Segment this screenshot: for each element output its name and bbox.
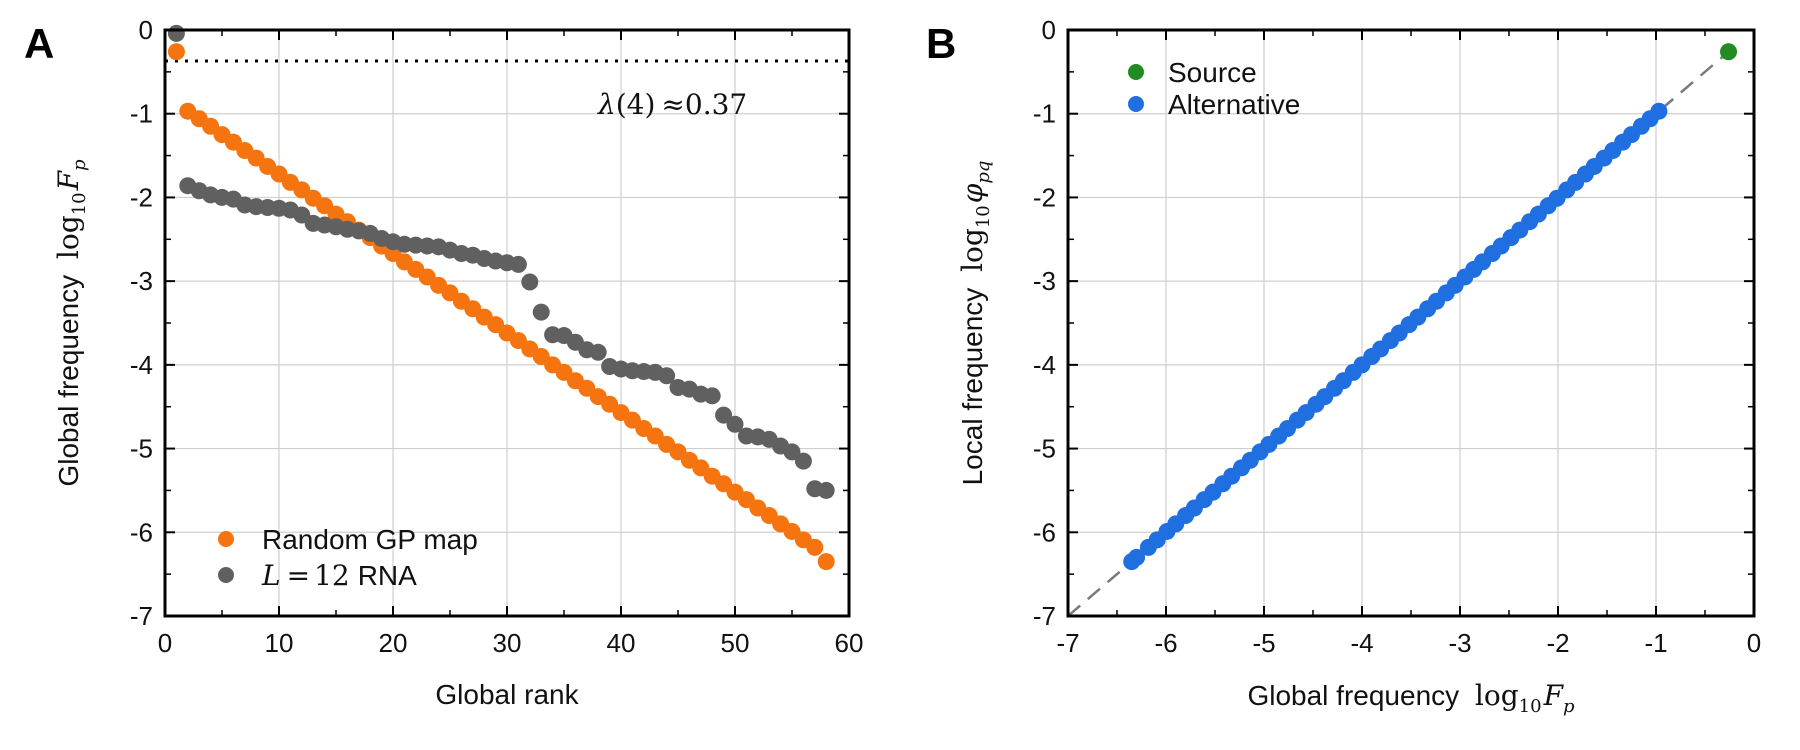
panel-a-point-l-12-rna [589,343,607,361]
panel-a-point-l-12-rna [532,303,550,321]
legend-marker-random-gp [218,531,234,547]
panel-a-y-axis-log-base: 10 [69,192,90,215]
legend-label-source: Source [1168,57,1257,88]
panel-a-legend: Random GP map L = 12 RNA [218,524,478,592]
panel-a-point-l-12-rna [703,387,721,405]
panel-b-y-tick-label: -1 [1033,99,1056,129]
panel-b-ticks: 0 -1 -2 -3 -4 -5 -6 -7-7 -6 -5 -4 -3 -2 -1 0 [1033,15,1761,658]
panel-a-point-l-12-rna [521,273,539,291]
panel-b-point-alternative [1139,538,1157,556]
panel-a-y-tick-label: -6 [130,517,153,547]
panel-a-point-l-12-rna [715,406,733,424]
svg-text:Global frequency log10: Global frequency log10Fp [52,159,90,487]
panel-a-y-tick-label: 0 [139,15,153,45]
panel-a-x-tick-label: 20 [379,628,408,658]
panel-a-point-l-12-rna [167,24,185,42]
panel-b-x-tick-label: 0 [1747,628,1761,658]
panel-a-x-tick-label: 40 [607,628,636,658]
legend-label-rna: L = 12 RNA [261,559,417,592]
panel-a-points [167,24,835,571]
panel-b-x-axis-log-base: 10 [1519,696,1542,717]
panel-a-x-axis-title: Global rank [435,679,579,710]
panel-a-point-l-12-rna [509,255,527,273]
panel-b-y-tick-label: -5 [1033,434,1056,464]
panel-b-y-axis-log: log [956,228,989,272]
panel-a-point-l-12-rna [817,481,835,499]
panel-b-y-tick-label: -6 [1033,517,1056,547]
panel-b-y-axis-text: Local frequency [957,288,988,486]
panel-a-y-tick-label: -3 [130,266,153,296]
panel-b-frame [1066,28,1756,618]
panel-a-point-l-12-rna [658,367,676,385]
panel-b-x-tick-label: -4 [1350,628,1373,658]
panel-b-x-tick-label: -3 [1448,628,1471,658]
panel-a-y-tick-label: -4 [130,350,153,380]
panel-b-points [1123,43,1738,571]
panel-a-letter: A [24,20,54,67]
legend-label-alternative: Alternative [1168,89,1300,120]
legend-marker-source [1128,64,1144,80]
panel-b-point-source [1720,43,1738,61]
panel-a-y-axis-sub: p [69,159,90,171]
legend-marker-alternative [1128,96,1144,112]
panel-a-point-l-12-rna [726,415,744,433]
panel-b-y-tick-label: 0 [1042,15,1056,45]
panel-a-x-tick-label: 60 [835,628,864,658]
panel-a-point-l-12-rna [783,443,801,461]
panel-b-x-tick-label: -5 [1252,628,1275,658]
legend-marker-rna [218,567,234,583]
panel-b-y-tick-label: -2 [1033,182,1056,212]
panel-a-y-axis-log: log [52,215,85,259]
panel-a-y-tick-label: -1 [130,99,153,129]
panel-b-x-tick-label: -6 [1154,628,1177,658]
panel-b-x-axis-log: log [1475,679,1519,712]
panel-a-y-tick-label: -5 [130,434,153,464]
panel-a-lambda-annotation: λ(4) ≈0.37 [597,88,747,121]
panel-b-x-axis-title: Global frequency log10Fp [1247,679,1575,717]
panel-b-y-tick-label: -4 [1033,350,1056,380]
panel-b-y-axis-log-base: 10 [973,205,994,228]
panel-a-y-axis-title: Global frequency log10Fp [52,159,90,487]
panel-a-y-tick-label: -7 [130,601,153,631]
panel-b-y-tick-label: -3 [1033,266,1056,296]
panel-a-point-random-gp-map [806,538,824,556]
panel-a: A 0-1-2-3-4-5-6-70 10 20 30 40 50 60 Global ra… [24,15,863,710]
panel-a-point-random-gp-map [167,43,185,61]
svg-text:Local frequency log10φ: Local frequency log10φpq [956,161,994,486]
panel-b-y-axis-title: Local frequency log10φpq [956,161,994,486]
panel-b-x-axis-var: F [1543,679,1565,712]
panel-b-y-axis-var: φ [956,183,989,203]
panel-a-y-axis-text: Global frequency [53,275,84,487]
panel-b-y-tick-label: -7 [1033,601,1056,631]
panel-b-x-axis-text: Global frequency [1247,680,1459,711]
panel-a-x-tick-label: 30 [493,628,522,658]
panel-b-point-alternative [1123,553,1141,571]
panel-b-x-tick-label: -2 [1546,628,1569,658]
panel-a-frame [163,28,851,618]
legend-label-random-gp: Random GP map [262,524,478,555]
panel-a-grid [164,29,850,617]
panel-b-y-axis-sub: pq [973,161,994,184]
panel-b-x-tick-label: -1 [1644,628,1667,658]
panel-a-point-random-gp-map [817,553,835,571]
panel-b-legend: Source Alternative [1128,57,1300,120]
panel-a-y-tick-label: -2 [130,182,153,212]
panel-b: B 0 -1 -2 -3 -4 -5 -6 -7-7 -6 -5 -4 -3 -2 -1 0 Global … [926,15,1761,717]
panel-a-x-tick-label: 50 [721,628,750,658]
panel-b-x-axis-sub: p [1563,696,1575,717]
panel-a-y-axis-var: F [52,169,85,191]
panel-b-letter: B [926,20,956,67]
panel-a-x-tick-label: 10 [265,628,294,658]
panel-a-point-l-12-rna [794,452,812,470]
panel-b-x-tick-label: -7 [1056,628,1079,658]
panel-a-x-tick-label: 0 [158,628,172,658]
panel-a-ticks: 0-1-2-3-4-5-6-70 10 20 30 40 50 60 [130,15,864,658]
